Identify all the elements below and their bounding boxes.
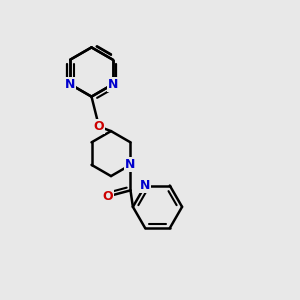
Text: N: N xyxy=(140,179,150,192)
Text: N: N xyxy=(125,158,136,171)
Text: N: N xyxy=(65,78,75,91)
Text: N: N xyxy=(108,78,118,91)
Text: O: O xyxy=(103,190,113,203)
Text: O: O xyxy=(94,120,104,133)
